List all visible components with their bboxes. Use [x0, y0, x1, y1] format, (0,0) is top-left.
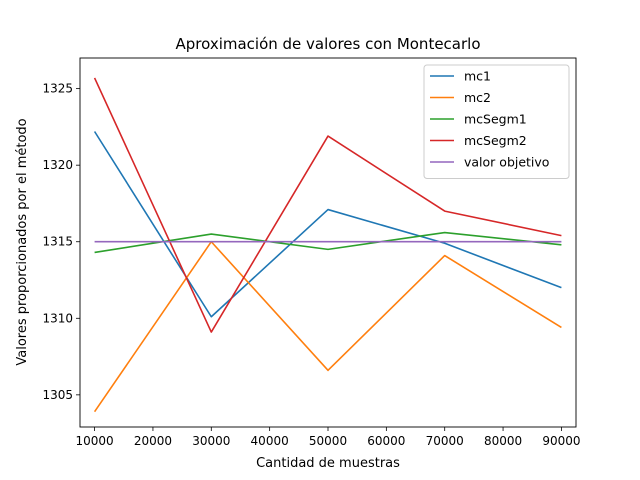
- x-tick-label: 40000: [251, 434, 289, 448]
- y-tick-label: 1315: [42, 235, 73, 249]
- axes: 10000 20000 30000 40000 50000 60000 70000 80000…: [42, 57, 581, 448]
- legend-box: [423, 64, 570, 179]
- series-line-3: [93, 77, 562, 333]
- legend-label: mc1: [464, 69, 491, 84]
- y-tick-label: 1320: [42, 158, 73, 172]
- legend-label: mc2: [464, 90, 491, 105]
- series-line-0: [93, 131, 562, 318]
- x-axis-label: Cantidad de muestras: [256, 456, 400, 471]
- y-tick-label: 1305: [42, 388, 73, 402]
- y-axis-label: Valores proporcionados por el método: [15, 118, 30, 365]
- y-tick-label: 1310: [42, 311, 73, 325]
- x-tick-label: 60000: [367, 434, 405, 448]
- x-tick-label: 50000: [309, 434, 347, 448]
- x-tick-label: 30000: [192, 434, 230, 448]
- x-tick-label: 10000: [75, 434, 113, 448]
- x-tick-label: 90000: [542, 434, 580, 448]
- legend-label: mcSegm2: [464, 133, 527, 148]
- y-tick-label: 1325: [42, 82, 73, 96]
- plot-area: [93, 77, 562, 413]
- legend: mc1 mc2 mcSegm1 mcSegm2 valor objetivo: [423, 64, 570, 179]
- series-line-2: [94, 231, 562, 254]
- series-line-1: [93, 240, 562, 413]
- x-tick-label: 20000: [134, 434, 172, 448]
- x-tick-label: 70000: [426, 434, 464, 448]
- legend-label: mcSegm1: [464, 112, 527, 127]
- x-tick-label: 80000: [484, 434, 522, 448]
- chart-title: Aproximación de valores con Montecarlo: [175, 35, 480, 53]
- legend-label: valor objetivo: [464, 155, 549, 170]
